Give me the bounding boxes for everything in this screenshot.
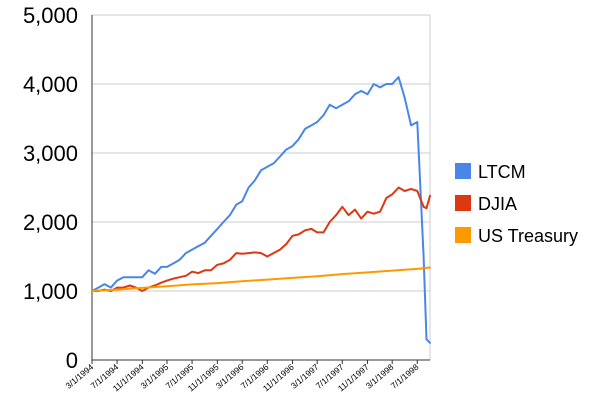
legend-swatch-ltcm bbox=[455, 163, 471, 179]
y-axis-tick-labels: 0 1,000 2,000 3,000 4,000 5,000 bbox=[23, 3, 78, 373]
y-tick-label: 3,000 bbox=[23, 141, 78, 166]
gridlines bbox=[92, 14, 431, 360]
legend-label-ltcm: LTCM bbox=[478, 162, 526, 182]
series-line-us-treasury bbox=[91, 266, 431, 292]
legend-label-us-treasury: US Treasury bbox=[478, 226, 578, 246]
legend-label-djia: DJIA bbox=[478, 194, 517, 214]
y-tick-label: 1,000 bbox=[23, 279, 78, 304]
x-axis-tick-labels: 3/1/19947/1/199411/1/19943/1/19957/1/199… bbox=[64, 362, 421, 394]
y-tick-label: 4,000 bbox=[23, 72, 78, 97]
legend-swatch-djia bbox=[455, 195, 471, 211]
series-line-ltcm bbox=[91, 76, 431, 344]
legend: LTCM DJIA US Treasury bbox=[455, 162, 578, 246]
axes bbox=[91, 15, 430, 364]
y-tick-label: 5,000 bbox=[23, 3, 78, 28]
legend-swatch-us-treasury bbox=[455, 227, 471, 243]
y-tick-label: 0 bbox=[66, 348, 78, 373]
series-lines bbox=[91, 76, 431, 344]
y-tick-label: 2,000 bbox=[23, 210, 78, 235]
x-tick-label: 7/1/1998 bbox=[389, 362, 421, 391]
